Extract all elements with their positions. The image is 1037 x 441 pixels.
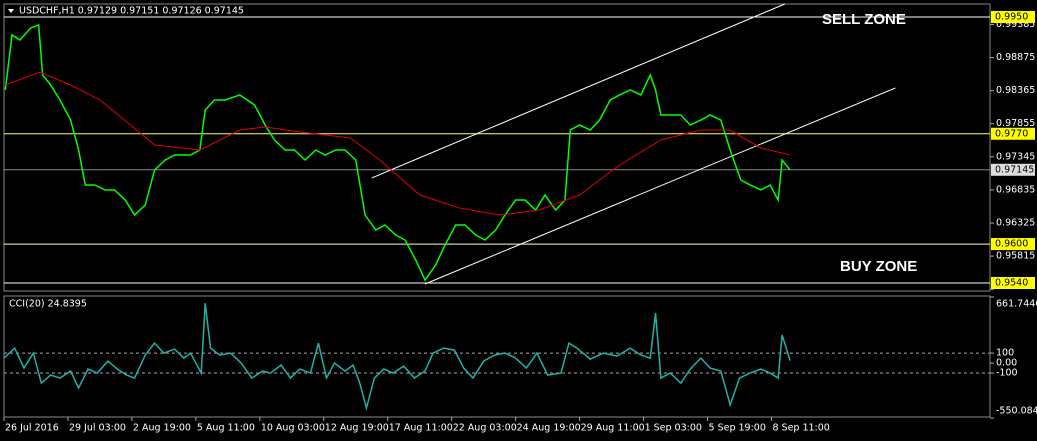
x-tick-label: 22 Aug 03:00 [453,423,517,434]
x-tick-label: 24 Aug 19:00 [517,423,581,434]
y-tick-label: 0.99385 [996,19,1035,30]
x-tick-label: 12 Aug 19:00 [325,423,389,434]
last-price-label: 0.97145 [995,164,1034,175]
level-label: 0.9600 [995,239,1028,250]
last-price-tag [991,163,1035,176]
y-tick-label: 0.98365 [996,85,1035,96]
y-tick-label: 0.97345 [996,151,1035,162]
y-tick-label: -550.0849 [996,406,1037,417]
y-tick-label: 0.98875 [996,52,1035,63]
menu-arrow[interactable] [8,9,14,13]
series-line [5,71,791,216]
level-label: 0.9540 [995,278,1028,289]
y-tick-label: 0.95815 [996,251,1035,262]
y-tick-label: 0.96325 [996,217,1035,228]
x-tick-label: 5 Sep 19:00 [709,423,766,434]
chart-title: USDCHF,H1 0.97129 0.97151 0.97126 0.9714… [19,6,244,17]
indicator-title: CCI(20) 24.8395 [9,299,87,310]
x-tick-label: 29 Aug 11:00 [581,423,645,434]
y-tick-label: 0.00 [996,358,1017,369]
level-tag [991,277,1035,290]
series-line [3,303,791,411]
indicator-frame [3,295,991,418]
level-tag [991,127,1035,140]
level-tag [991,10,1035,23]
y-tick-label: 661.7446 [996,299,1037,310]
x-tick-label: 5 Aug 11:00 [197,423,255,434]
series-line [4,23,791,282]
x-tick-label: 1 Sep 03:00 [645,423,702,434]
x-tick-label: 8 Sep 11:00 [772,423,829,434]
trend-line [424,87,896,285]
level-label: 0.9770 [995,128,1028,139]
annotation: SELL ZONE [822,11,906,28]
x-tick-label: 29 Jul 03:00 [69,423,126,434]
y-tick-label: -100 [996,368,1018,379]
price-frame [3,3,991,292]
level-label: 0.9950 [995,11,1028,22]
x-tick-label: 17 Aug 11:00 [389,423,453,434]
y-tick-label: 100 [996,348,1014,359]
x-tick-label: 26 Jul 2016 [5,423,59,434]
trend-line [371,3,785,179]
y-tick-label: 0.97855 [996,118,1035,129]
level-tag [991,238,1035,251]
x-tick-label: 2 Aug 19:00 [133,423,191,434]
y-tick-label: 0.96835 [996,184,1035,195]
annotation: BUY ZONE [840,258,917,275]
x-tick-label: 10 Aug 03:00 [261,423,325,434]
